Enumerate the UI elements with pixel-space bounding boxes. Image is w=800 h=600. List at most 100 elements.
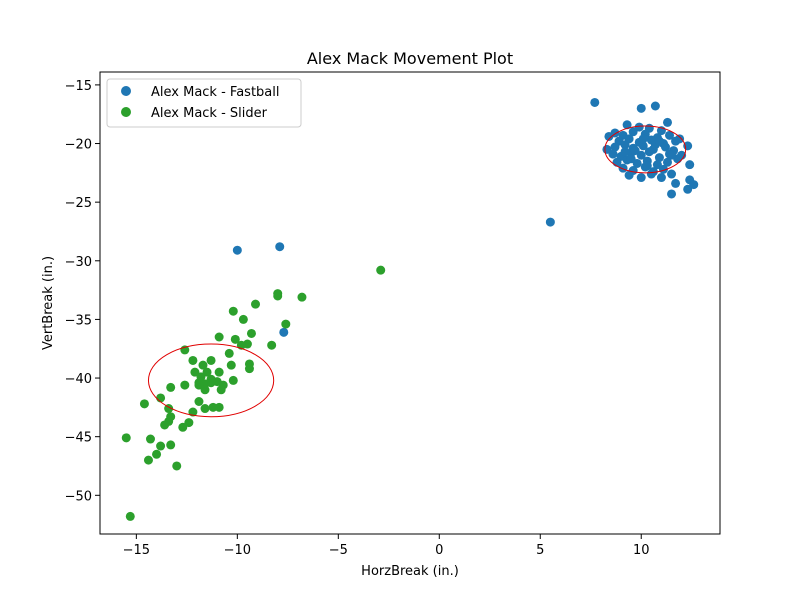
- slider-point: [228, 306, 238, 316]
- chart-title: Alex Mack Movement Plot: [307, 49, 513, 68]
- legend-box: [106, 78, 302, 128]
- y-axis-label: VertBreak (in.): [41, 256, 56, 350]
- fastball-point: [685, 160, 695, 170]
- slider-point: [214, 367, 224, 377]
- slider-point: [244, 364, 254, 374]
- slider-point: [145, 434, 155, 444]
- slider-point: [178, 422, 188, 432]
- slider-point: [194, 396, 204, 406]
- fastball-point: [622, 120, 632, 130]
- confidence-ellipse: [604, 125, 687, 174]
- slider-point: [172, 461, 182, 471]
- fastball-point: [630, 146, 640, 156]
- slider-point: [251, 299, 261, 309]
- legend-label-slider: Alex Mack - Slider: [151, 106, 268, 121]
- fastball-point: [675, 134, 685, 144]
- legend-marker-fastball: [121, 86, 131, 96]
- slider-point: [188, 407, 198, 417]
- slider-point: [376, 265, 386, 275]
- fastball-point: [628, 127, 638, 137]
- fastball-point: [654, 136, 664, 146]
- slider-point: [166, 440, 176, 450]
- x-axis-label: HorzBreak (in.): [361, 564, 459, 579]
- slider-point: [273, 291, 283, 301]
- slider-point: [228, 375, 238, 385]
- fastball-point: [660, 142, 670, 152]
- slider-point: [152, 449, 162, 459]
- fastball-point: [608, 149, 618, 159]
- slider-point: [267, 340, 277, 350]
- fastball-point: [689, 180, 699, 190]
- fastball-point: [624, 170, 634, 180]
- x-tick-label: −15: [123, 543, 150, 558]
- y-tick-label: −35: [65, 313, 92, 328]
- x-tick-label: −5: [329, 543, 348, 558]
- slider-point: [184, 418, 194, 428]
- slider-point: [212, 377, 222, 387]
- y-tick-label: −30: [65, 255, 92, 270]
- x-tick-label: 0: [435, 543, 443, 558]
- fastball-point: [638, 141, 648, 151]
- y-tick-label: −20: [65, 138, 92, 153]
- fastball-point: [667, 189, 677, 199]
- slider-point: [188, 355, 198, 365]
- x-tick-label: 5: [536, 543, 544, 558]
- slider-point: [230, 334, 240, 344]
- slider-point: [226, 360, 236, 370]
- fastball-point: [610, 142, 620, 152]
- confidence-ellipse: [147, 343, 275, 418]
- legend: Alex Mack - Fastball Alex Mack - Slider: [106, 78, 302, 128]
- fastball-point: [658, 164, 668, 174]
- legend-marker-slider: [121, 107, 131, 117]
- fastball-point: [620, 147, 630, 157]
- slider-point: [190, 367, 200, 377]
- slider-point: [121, 433, 131, 443]
- slider-point: [198, 360, 208, 370]
- slider-point: [139, 399, 149, 409]
- fastball-point: [275, 242, 285, 252]
- x-tick-label: 10: [633, 543, 650, 558]
- slider-point: [297, 292, 307, 302]
- slider-point: [202, 367, 212, 377]
- fastball-point: [650, 101, 660, 111]
- slider-point: [200, 404, 210, 414]
- fastball-point: [620, 140, 630, 150]
- slider-point: [216, 385, 226, 395]
- fastball-point: [667, 150, 677, 160]
- plot-area: [121, 97, 699, 521]
- slider-point: [214, 332, 224, 342]
- fastball-point: [638, 134, 648, 144]
- axes-frame: [99, 71, 721, 535]
- fastball-point: [652, 160, 662, 170]
- y-tick-label: −40: [65, 372, 92, 387]
- slider-point: [281, 319, 291, 329]
- slider-point: [125, 511, 135, 521]
- slider-point: [224, 348, 234, 358]
- x-tick-label: −10: [224, 543, 251, 558]
- fastball-point: [642, 161, 652, 171]
- slider-point: [200, 385, 210, 395]
- y-tick-label: −15: [65, 79, 92, 94]
- fastball-point: [634, 122, 644, 132]
- legend-label-fastball: Alex Mack - Fastball: [151, 85, 279, 100]
- fastball-point: [626, 154, 636, 164]
- slider-point: [160, 420, 170, 430]
- slider-point: [246, 328, 256, 338]
- fastball-point: [590, 97, 600, 107]
- fastball-point: [545, 217, 555, 227]
- slider-point: [143, 455, 153, 465]
- fastball-point: [646, 169, 656, 179]
- fastball-point: [279, 327, 289, 337]
- slider-point: [180, 380, 190, 390]
- y-tick-label: −50: [65, 489, 92, 504]
- fastball-point: [662, 157, 672, 167]
- fastball-point: [667, 169, 677, 179]
- fastball-point: [683, 184, 693, 194]
- fastball-point: [636, 173, 646, 183]
- y-tick-label: −25: [65, 196, 92, 211]
- slider-point: [194, 380, 204, 390]
- fastball-point: [644, 147, 654, 157]
- fastball-point: [636, 103, 646, 113]
- fastball-point: [656, 173, 666, 183]
- slider-point: [206, 355, 216, 365]
